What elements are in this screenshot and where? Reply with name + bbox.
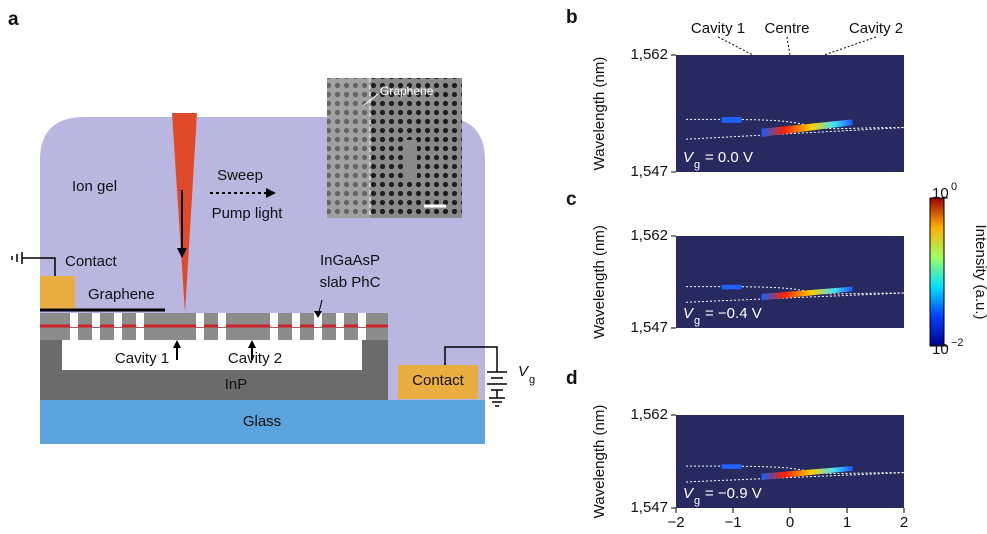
label: Pump light (212, 205, 284, 222)
annotation: g (694, 315, 700, 327)
annotation: = −0.9 V (705, 485, 762, 502)
label: Contact (412, 372, 465, 389)
label: slab PhC (320, 274, 381, 291)
y-axis-label: Wavelength (nm) (591, 225, 608, 339)
intensity-spot (722, 285, 742, 290)
marker-label: Cavity 2 (849, 20, 903, 37)
colorbar-label: Intensity (a.u.) (972, 224, 987, 319)
annotation: = 0.0 V (705, 149, 753, 166)
x-tick-label: 1 (843, 514, 851, 531)
panel-label: a (8, 9, 19, 30)
y-axis-label: Wavelength (nm) (591, 57, 608, 171)
annotation: g (694, 159, 700, 171)
y-tick-label: 1,547 (630, 319, 668, 336)
marker-label: Centre (764, 20, 809, 37)
panel-label: d (566, 368, 578, 389)
label: Sweep (217, 167, 263, 184)
y-tick-label: 1,562 (630, 46, 668, 63)
x-tick-label: 0 (786, 514, 794, 531)
y-axis-label: Wavelength (nm) (591, 405, 608, 519)
colorbar-tick-exponent: −2 (951, 337, 964, 349)
label: Graphene (380, 84, 434, 98)
label: g (529, 374, 535, 386)
y-tick-label: 1,547 (630, 499, 668, 516)
annotation: g (694, 495, 700, 507)
label: InGaAsP (320, 252, 380, 269)
annotation: = −0.4 V (705, 305, 762, 322)
colorbar-tick-label: 10 (932, 341, 949, 358)
sem-inset (327, 78, 462, 218)
label: Contact (65, 253, 118, 270)
label: Cavity 1 (115, 350, 169, 367)
intensity-spot (722, 464, 742, 469)
panel-label: b (566, 7, 578, 28)
colorbar-tick-label: 10 (932, 185, 949, 202)
intensity-spot (722, 117, 742, 123)
panel-label: c (566, 189, 577, 210)
slab (40, 313, 388, 340)
y-tick-label: 1,562 (630, 227, 668, 244)
label: Graphene (88, 286, 155, 303)
marker-line (824, 37, 876, 55)
label: Glass (243, 413, 281, 430)
y-tick-label: 1,547 (630, 163, 668, 180)
x-tick-label: −1 (724, 514, 741, 531)
colorbar-tick-exponent: 0 (951, 181, 957, 193)
cavity-gap (62, 340, 362, 370)
contact-pad (40, 276, 75, 309)
figure: a (0, 0, 987, 534)
label: Cavity 2 (228, 350, 282, 367)
y-tick-label: 1,562 (630, 406, 668, 423)
marker-line (718, 37, 753, 55)
x-tick-label: 2 (900, 514, 908, 531)
x-tick-label: −2 (667, 514, 684, 531)
label: Ion gel (72, 178, 117, 195)
device-diagram: a (8, 9, 535, 444)
label: InP (225, 376, 248, 393)
colorbar (930, 198, 944, 346)
marker-line (787, 37, 790, 55)
marker-label: Cavity 1 (691, 20, 745, 37)
